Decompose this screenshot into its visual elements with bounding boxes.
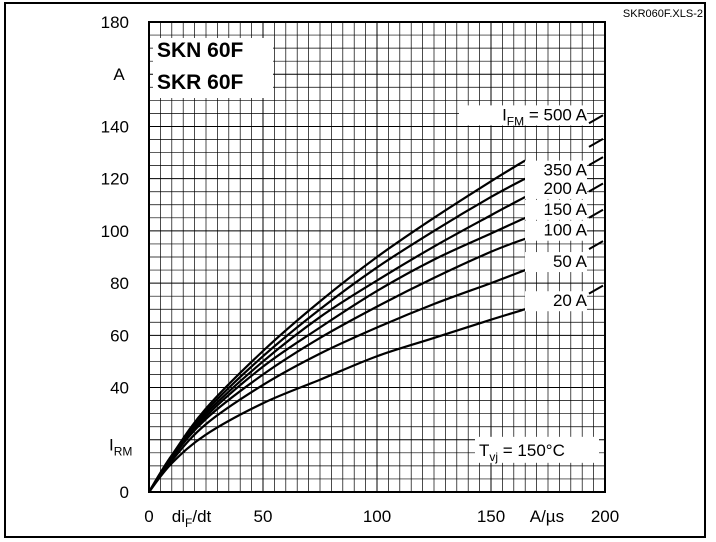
- y-tick-label: 60: [110, 326, 129, 345]
- series-label-200-a: 200 A: [525, 178, 588, 199]
- series-line-tail: [588, 284, 604, 295]
- svg-text:IRM: IRM: [109, 436, 132, 459]
- series-line-tail: [588, 240, 604, 250]
- y-tick-label: 40: [110, 379, 129, 398]
- condition-symbol: T: [479, 441, 489, 460]
- x-label-sub: F: [185, 516, 192, 530]
- svg-text:350 A: 350 A: [544, 161, 588, 180]
- series-label-20-a: 20 A: [525, 291, 588, 312]
- series-line-tail: [588, 182, 604, 193]
- svg-text:IFM = 500 A: IFM = 500 A: [502, 105, 588, 128]
- x-tick-label: 200: [591, 507, 619, 526]
- series-line-50-a: [148, 269, 526, 493]
- series-line-tail: [588, 138, 604, 148]
- series-label-50-a: 50 A: [525, 252, 588, 273]
- chart-svg: 0 40 60 80 100 120 140 180 0 50 100 150 200 IFM = 50…: [101, 8, 703, 530]
- svg-text:100 A: 100 A: [544, 221, 588, 240]
- condition-subscript: vj: [489, 450, 498, 464]
- y-label-sub: RM: [114, 445, 133, 459]
- y-tick-label: 100: [101, 222, 129, 241]
- svg-text:200 A: 200 A: [544, 179, 588, 198]
- y-axis-label: IRM: [107, 431, 147, 459]
- x-label-tail: /dt: [192, 507, 211, 526]
- condition-value: = 150°C: [498, 441, 565, 460]
- title-line-1: SKN 60F: [157, 39, 244, 62]
- y-tick-label: 0: [120, 483, 129, 502]
- series-line-tail: [588, 114, 604, 125]
- svg-text:Tvj = 150°C: Tvj = 150°C: [479, 441, 565, 464]
- svg-text:20 A: 20 A: [553, 291, 588, 310]
- series-line-tail: [588, 208, 604, 219]
- series-line-100-a: [148, 237, 526, 493]
- condition-label: Tvj = 150°C: [475, 436, 599, 464]
- y-tick-label: 180: [101, 13, 129, 32]
- y-axis-unit: A: [113, 65, 125, 84]
- x-tick-label: 150: [477, 507, 505, 526]
- y-label-main: I: [109, 436, 114, 455]
- chart-frame: 0 40 60 80 100 120 140 180 0 50 100 150 200 IFM = 50…: [4, 2, 706, 538]
- plot-border: [148, 21, 606, 493]
- series-label-350-a: 350 A: [525, 160, 588, 181]
- x-label-main: di: [172, 507, 185, 526]
- y-tick-label: 120: [101, 170, 129, 189]
- title-box: SKN 60F SKR 60F: [153, 38, 273, 98]
- series-label-100-a: 100 A: [525, 220, 588, 241]
- title-line-2: SKR 60F: [157, 71, 244, 94]
- series-line-150-a: [148, 216, 526, 493]
- series-label-500-a: IFM = 500 A: [459, 105, 588, 128]
- reference-label: SKR060F.XLS-2: [623, 8, 703, 20]
- series-line-tail: [588, 156, 604, 167]
- x-axis-unit: A/µs: [530, 507, 564, 526]
- y-tick-label: 80: [110, 274, 129, 293]
- y-tick-label: 140: [101, 117, 129, 136]
- x-tick-label: 50: [254, 507, 273, 526]
- series-line-200-a: [148, 195, 526, 493]
- series-label-150-a: 150 A: [525, 199, 588, 220]
- svg-text:50 A: 50 A: [553, 252, 588, 271]
- x-tick-label: 100: [363, 507, 391, 526]
- x-tick-label: 0: [144, 507, 153, 526]
- curves: [148, 159, 526, 493]
- svg-text:150 A: 150 A: [544, 200, 588, 219]
- grid: [149, 22, 605, 492]
- series-line-20-a: [148, 308, 526, 493]
- x-axis-label: diF/dt: [172, 507, 212, 530]
- tick-labels: 0 40 60 80 100 120 140 180 0 50 100 150 200: [101, 13, 620, 526]
